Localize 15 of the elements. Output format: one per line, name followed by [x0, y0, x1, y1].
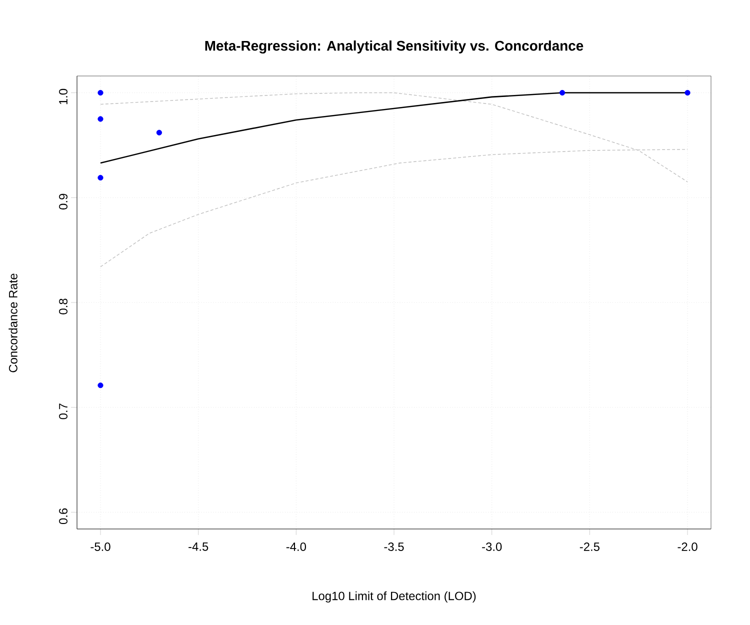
y-tick-label: 0.9	[59, 194, 68, 210]
y-tick-label: 0.8	[59, 298, 68, 314]
x-tick-label: -4.0	[286, 542, 306, 551]
y-tick-label: 0.6	[59, 508, 68, 524]
x-axis-title: Log10 Limit of Detection (LOD)	[312, 591, 476, 603]
chart-title: Meta-Regression: Analytical Sensitivity vs. Concordance	[205, 40, 584, 54]
y-axis-title: Concordance Rate	[8, 274, 18, 372]
x-tick-label: -2.5	[580, 542, 600, 551]
x-tick-label: -5.0	[90, 542, 110, 551]
x-tick-label: -3.0	[482, 542, 502, 551]
y-tick-label: 0.7	[59, 404, 68, 420]
x-tick-label: -3.5	[384, 542, 404, 551]
x-tick-label: -4.5	[188, 542, 208, 551]
y-tick-label: 1.0	[59, 88, 68, 104]
x-tick-label: -2.0	[678, 542, 698, 551]
